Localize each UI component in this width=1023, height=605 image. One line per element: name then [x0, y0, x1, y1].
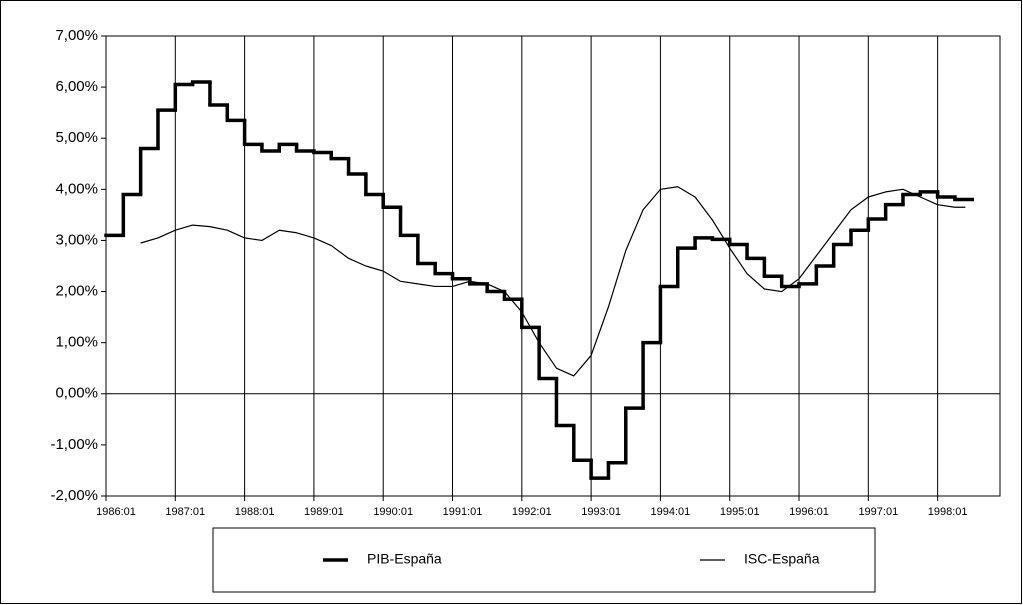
y-tick-label: -2,00%	[50, 487, 98, 504]
y-tick-label: 2,00%	[55, 283, 98, 300]
legend-label: PIB-España	[367, 551, 442, 567]
y-tick-label: 0,00%	[55, 385, 98, 402]
x-tick-label: 1992:01	[512, 506, 552, 518]
y-tick-label: 5,00%	[55, 129, 98, 146]
x-tick-label: 1991:01	[443, 506, 483, 518]
x-tick-label: 1994:01	[651, 506, 691, 518]
legend-box	[212, 527, 876, 593]
x-tick-label: 1990:01	[373, 506, 413, 518]
x-tick-label: 1995:01	[720, 506, 760, 518]
y-tick-label: 6,00%	[55, 78, 98, 95]
y-tick-label: 4,00%	[55, 180, 98, 197]
legend-label: ISC-España	[744, 551, 820, 567]
x-tick-label: 1987:01	[165, 506, 205, 518]
x-tick-label: 1988:01	[235, 506, 275, 518]
x-tick-label: 1996:01	[789, 506, 829, 518]
x-tick-label: 1993:01	[581, 506, 621, 518]
series-line	[140, 186, 966, 377]
x-tick-label: 1986:01	[96, 506, 136, 518]
y-tick-label: 3,00%	[55, 231, 98, 248]
y-tick-label: 1,00%	[55, 334, 98, 351]
x-tick-label: 1989:01	[304, 506, 344, 518]
x-tick-label: 1998:01	[928, 506, 968, 518]
y-tick-label: -1,00%	[50, 436, 98, 453]
y-tick-label: 7,00%	[55, 27, 98, 44]
x-tick-label: 1997:01	[858, 506, 898, 518]
plot-area	[105, 35, 1001, 497]
